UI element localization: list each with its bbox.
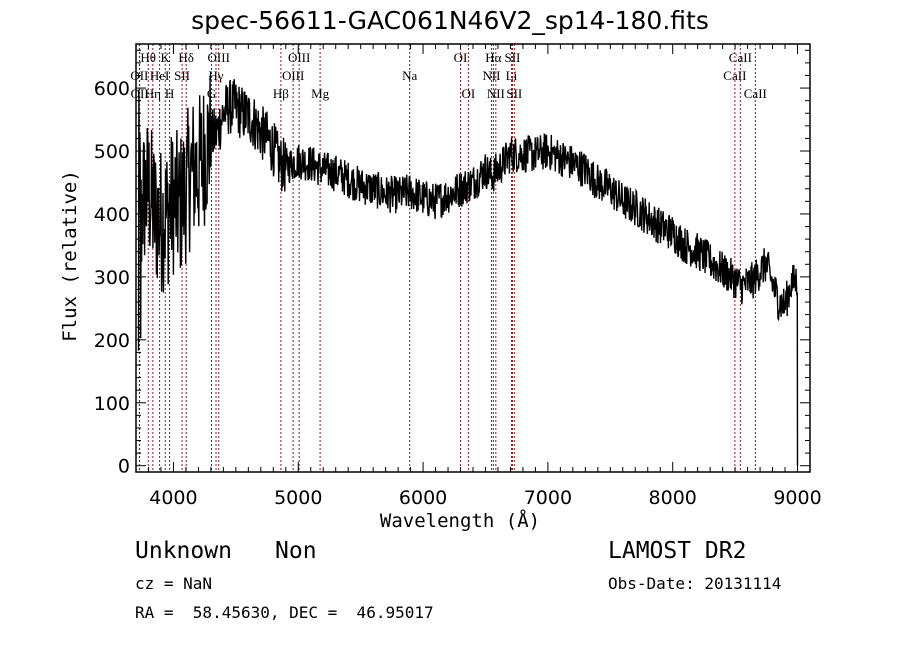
line-marker-label: Hδ	[178, 50, 194, 65]
line-marker-label: SII	[504, 50, 520, 65]
line-marker-label: Li	[506, 68, 518, 83]
line-markers	[138, 44, 756, 472]
line-marker-label: CaII	[729, 50, 752, 65]
line-marker-label: NII	[482, 68, 500, 83]
obs-date-text: Obs-Date: 20131114	[608, 574, 782, 593]
line-marker-label: HeI	[150, 68, 170, 83]
x-tick-label: 8000	[649, 487, 697, 509]
line-marker-label: OII	[131, 86, 149, 101]
line-marker-label: SII	[506, 86, 522, 101]
x-tick-label: 4000	[149, 487, 197, 509]
y-tick-label: 0	[118, 456, 130, 478]
line-marker-label: CaII	[744, 86, 767, 101]
redshift-text: cz = NaN	[135, 574, 213, 593]
line-marker-label: Mg	[311, 86, 330, 101]
y-axis-label: Flux (relative)	[59, 170, 81, 342]
line-marker-label: OI	[462, 86, 476, 101]
line-marker-label: K	[161, 50, 171, 65]
line-marker-label: Na	[402, 68, 417, 83]
chart-title: spec-56611-GAC061N46V2_sp14-180.fits	[191, 6, 709, 35]
line-marker-label: CaII	[723, 68, 746, 83]
line-marker-label: Hθ	[140, 50, 156, 65]
coordinates-text: RA = 58.45630, DEC = 46.95017	[135, 603, 434, 622]
line-marker-label: Hη	[145, 86, 161, 101]
axes: 4000 5000 6000 7000 8000 9000 0 100 200 300 400 500…	[94, 43, 822, 509]
line-marker-label: H	[165, 86, 174, 101]
y-tick-label: 300	[94, 267, 130, 289]
line-marker-label: Hα	[485, 50, 501, 65]
spectrum-line	[137, 75, 799, 466]
line-marker-label: NII	[487, 86, 505, 101]
line-marker-label: Hβ	[273, 86, 289, 101]
y-tick-label: 100	[94, 393, 130, 415]
line-marker-label: G	[207, 86, 216, 101]
class-label: Unknown	[135, 538, 232, 564]
y-tick-label: 400	[94, 204, 130, 226]
line-marker-label: OIII	[288, 50, 310, 65]
y-tick-label: 200	[94, 330, 130, 352]
x-axis-label: Wavelength (Å)	[379, 510, 541, 532]
line-marker-label: OIII	[282, 68, 304, 83]
y-tick-label: 600	[94, 78, 130, 100]
line-marker-label: OII	[130, 68, 148, 83]
x-tick-label: 5000	[274, 487, 322, 509]
line-marker-label: Hγ	[208, 68, 223, 83]
subclass-label: Non	[275, 538, 317, 564]
line-marker-label: OIII	[208, 50, 230, 65]
line-marker-label: SII	[174, 68, 190, 83]
line-marker-label: OI	[454, 50, 468, 65]
x-tick-label: 9000	[773, 487, 821, 509]
y-tick-label: 500	[94, 141, 130, 163]
x-tick-label: 6000	[399, 487, 447, 509]
x-tick-label: 7000	[524, 487, 572, 509]
survey-label: LAMOST DR2	[608, 538, 747, 564]
